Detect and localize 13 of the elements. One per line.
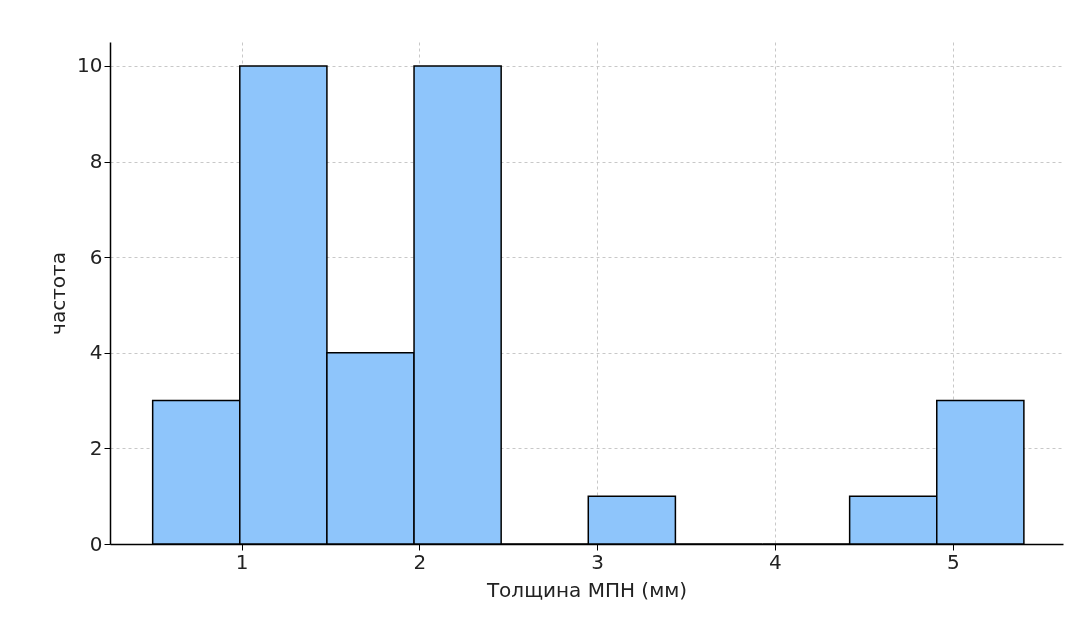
y-tick-label: 2 [89, 435, 103, 460]
x-tick-label: 3 [591, 549, 605, 574]
x-tick-label: 5 [946, 549, 960, 574]
x-tick-label: 4 [769, 549, 782, 574]
y-tick-label: 4 [89, 340, 103, 365]
y-tick-label: 10 [77, 53, 103, 78]
x-tick-label: 2 [413, 549, 427, 574]
y-tick-label: 0 [89, 531, 103, 556]
x-tick-label: 1 [235, 549, 249, 574]
y-axis-title: частота [46, 252, 71, 335]
y-tick-label: 6 [89, 244, 103, 269]
y-tick-label: 8 [89, 149, 103, 174]
x-axis-title: Толщина МПН (мм) [485, 577, 688, 602]
